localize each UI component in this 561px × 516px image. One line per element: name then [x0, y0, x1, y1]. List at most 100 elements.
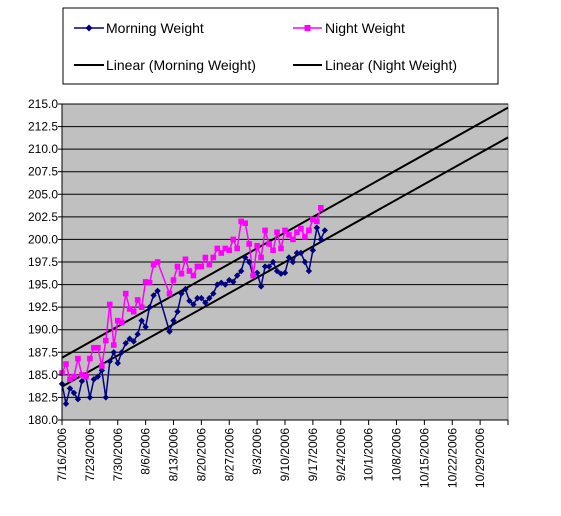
trendline-linear-morning-weight: [61, 136, 509, 388]
night-weightpoint: [190, 272, 197, 279]
morning-weightpoint: [114, 359, 121, 367]
morning-weightpoint: [154, 287, 161, 295]
morning-weightpoint: [257, 283, 265, 290]
x-tick-label: 8/20/2006: [194, 428, 208, 482]
morning-weightpoint: [66, 385, 74, 392]
morning-weightpoint: [74, 396, 82, 403]
night-weightpoint: [67, 376, 73, 383]
legend-label-linear-morning: Linear (Morning Weight): [106, 57, 256, 73]
morning-weightpoint: [90, 376, 98, 383]
night-weightpoint: [110, 342, 117, 348]
night-weightpoint: [103, 337, 109, 344]
morning-weightpoint: [198, 294, 205, 302]
night-weightpoint: [274, 229, 280, 236]
y-tick-label: 215.0: [28, 97, 58, 111]
night-weightpoint: [278, 245, 284, 252]
y-tick-label: 185.0: [28, 368, 58, 382]
night-weightpoint: [83, 373, 89, 380]
night-weightpoint: [266, 241, 272, 247]
night-weightpoint: [258, 254, 264, 261]
y-tick-label: 210.0: [28, 142, 58, 156]
night-weightpoint: [106, 301, 113, 308]
y-tick-label: 202.5: [28, 210, 58, 224]
morning-weightpoint: [241, 254, 249, 261]
morning-weightpoint: [134, 331, 141, 338]
night-weightpoint: [298, 225, 304, 232]
morning-weightpoint: [230, 278, 237, 286]
night-weightpoint: [318, 205, 324, 211]
morning-weightpoint: [126, 335, 133, 342]
night-weightpoint: [206, 261, 213, 268]
morning-weightpoint: [210, 290, 217, 297]
night-weightpoint: [246, 241, 252, 247]
morning-weightpoint: [222, 281, 229, 288]
night-weightpoint: [154, 259, 161, 265]
x-tick-label: 9/24/2006: [334, 428, 348, 482]
morning-weightpoint: [106, 358, 113, 365]
morning-weightpoint: [194, 294, 201, 302]
night-weightpoint: [150, 261, 157, 268]
morning-weightpoint: [297, 249, 305, 257]
night-weightpoint: [174, 263, 181, 270]
night-weightpoint: [234, 245, 241, 252]
x-tick-label: 9/10/2006: [278, 428, 292, 482]
legend-label-morning: Morning Weight: [106, 20, 204, 36]
x-tick-label: 10/29/2006: [473, 428, 487, 488]
night-weightpoint: [166, 290, 173, 297]
x-tick-label: 8/6/2006: [139, 428, 153, 475]
night-weightpoint: [226, 247, 233, 254]
morning-weightpoint: [130, 338, 137, 345]
morning-weightpoint: [293, 249, 301, 257]
morning-weightpoint: [98, 367, 106, 374]
night-weightpoint: [178, 270, 185, 277]
morning-weightpoint: [301, 258, 309, 266]
y-tick-label: 212.5: [28, 120, 58, 134]
night-weightpoint: [95, 344, 101, 351]
morning-weightpoint: [78, 377, 86, 385]
night-weightpoint: [270, 247, 276, 254]
morning-weightpoint: [261, 263, 269, 270]
night-weightpoint: [262, 227, 268, 234]
night-weightpoint: [254, 242, 260, 249]
morning-weightpoint: [138, 317, 145, 324]
morning-weightpoint: [86, 394, 94, 401]
morning-weightpoint: [273, 267, 281, 275]
morning-weightpoint: [305, 267, 313, 275]
morning-weightpoint: [234, 272, 241, 279]
legend-swatch-morning-marker: [85, 24, 93, 32]
y-tick-label: 197.5: [28, 255, 58, 269]
morning-weightpoint: [281, 269, 289, 277]
morning-weightpoint: [146, 303, 153, 311]
morning-weightpoint: [202, 299, 209, 306]
series-markers: [58, 205, 329, 407]
morning-weightpoint: [269, 258, 277, 266]
night-weightpoint: [210, 254, 217, 261]
y-tick-label: 207.5: [28, 165, 58, 179]
morning-weightpoint: [142, 323, 149, 331]
legend-swatch-night-marker: [304, 25, 311, 31]
morning-weightpoint: [122, 340, 129, 347]
y-tick-label: 190.0: [28, 323, 58, 337]
night-weightpoint: [314, 218, 320, 225]
night-weightline: [61, 207, 322, 381]
x-tick-label: 7/23/2006: [83, 428, 97, 482]
night-weightpoint: [282, 227, 288, 234]
night-weightpoint: [63, 361, 69, 367]
night-weightpoint: [122, 290, 129, 297]
morning-weightpoint: [170, 317, 177, 324]
night-weightpoint: [146, 279, 153, 286]
morning-weightpoint: [309, 247, 317, 254]
night-weightpoint: [202, 254, 209, 261]
x-tick-label: 10/22/2006: [445, 428, 459, 488]
legend-frame: [62, 7, 499, 85]
morning-weightpoint: [94, 373, 102, 380]
morning-weightpoint: [62, 400, 70, 407]
x-tick-label: 8/27/2006: [222, 428, 236, 482]
y-tick-label: 180.0: [28, 413, 58, 427]
night-weightpoint: [218, 250, 225, 256]
morning-weightpoint: [166, 328, 173, 335]
morning-weightpoint: [186, 297, 193, 305]
night-weightpoint: [87, 355, 93, 362]
night-weightpoint: [238, 218, 244, 225]
night-weightpoint: [310, 216, 316, 223]
